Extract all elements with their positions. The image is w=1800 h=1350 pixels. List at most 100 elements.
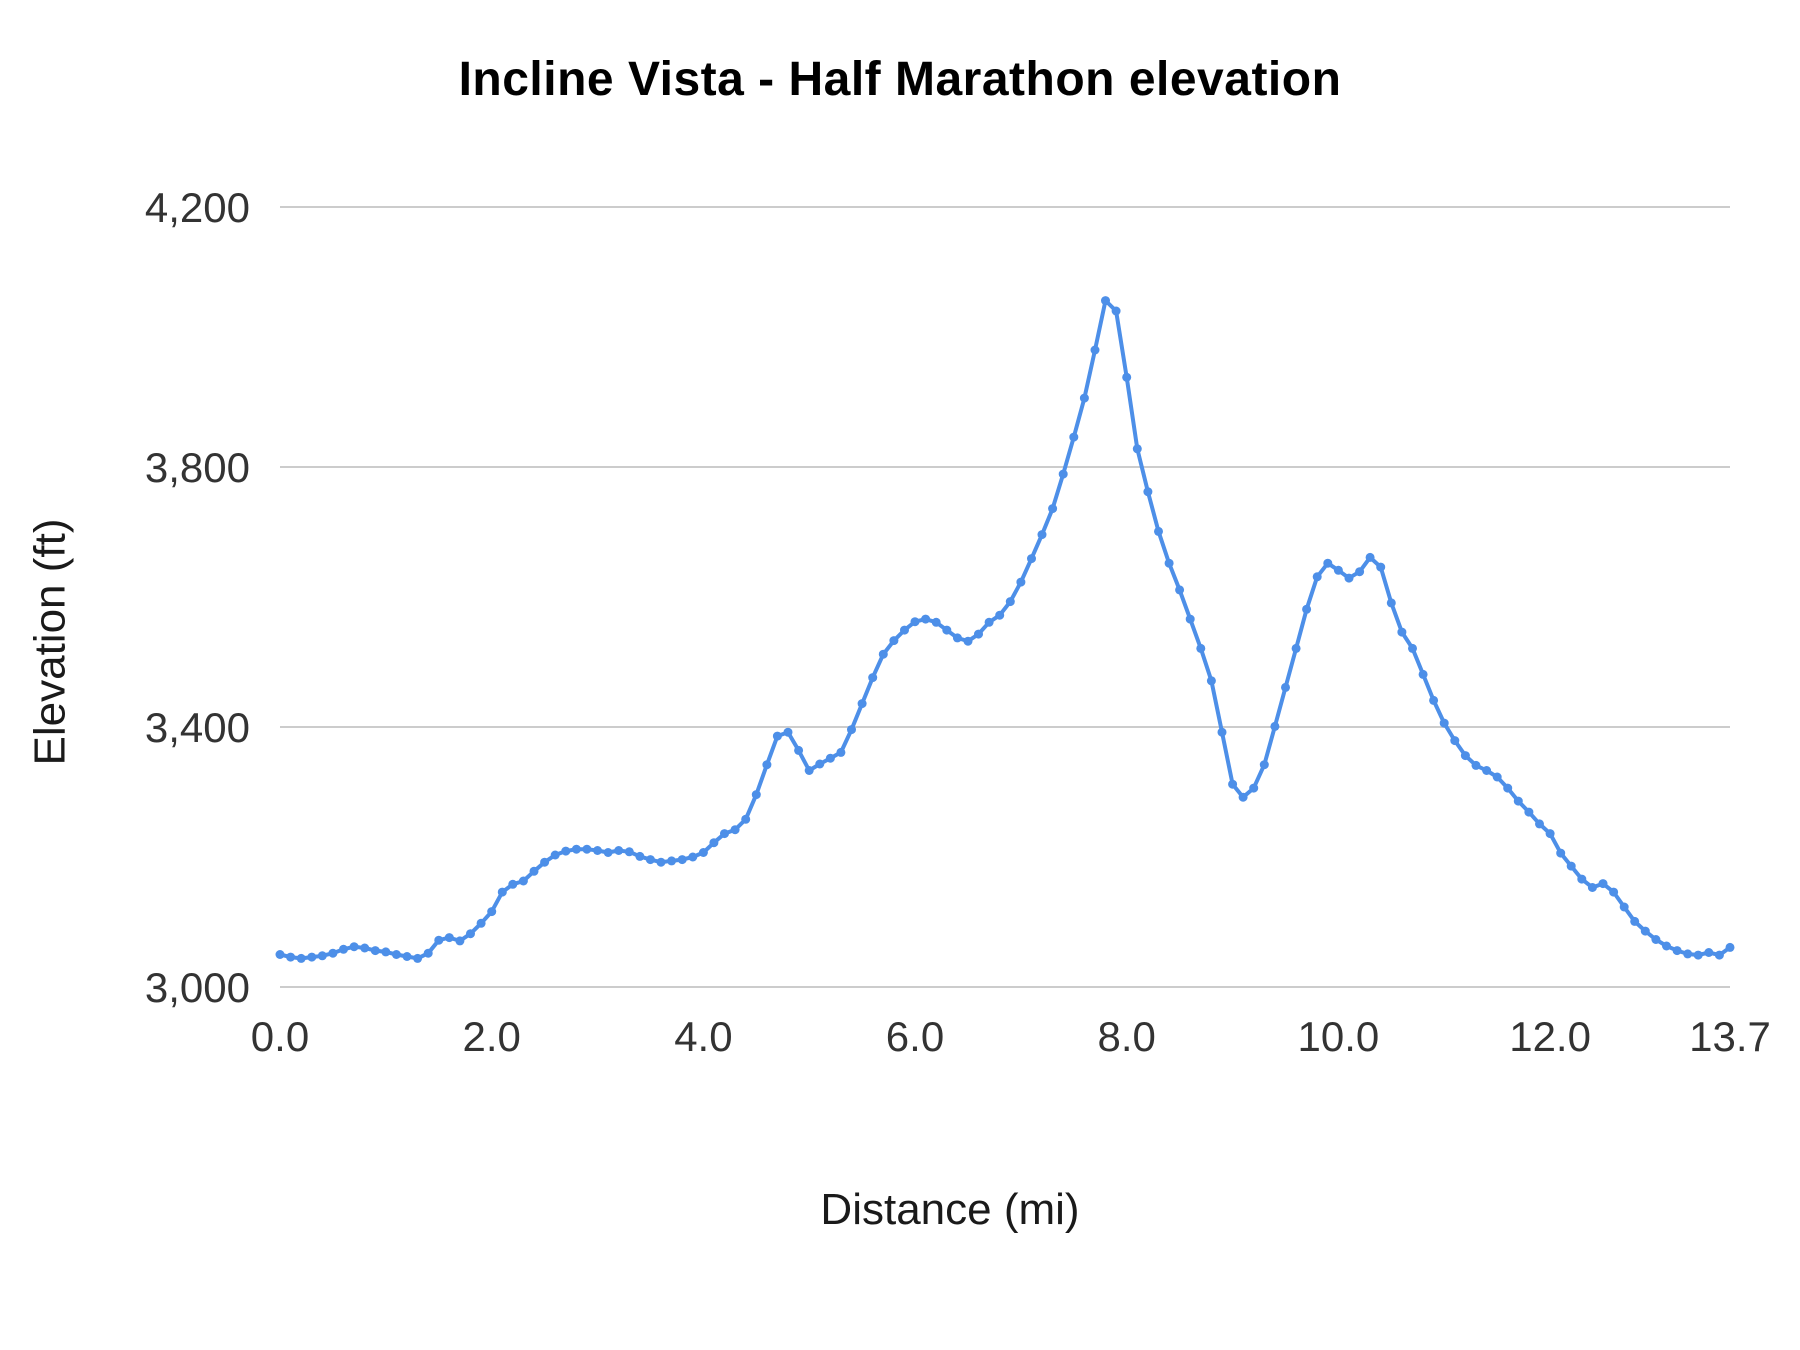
data-point xyxy=(836,747,846,757)
data-point xyxy=(1037,530,1047,540)
data-point xyxy=(1365,552,1375,562)
x-tick-label: 4.0 xyxy=(674,1013,732,1060)
data-point xyxy=(1630,916,1640,926)
data-point xyxy=(677,855,687,865)
data-point xyxy=(1429,695,1439,705)
data-point xyxy=(868,673,878,683)
data-point xyxy=(921,614,931,624)
data-point xyxy=(614,846,624,855)
data-point xyxy=(1683,949,1693,959)
y-tick-label: 3,800 xyxy=(145,444,250,491)
data-point xyxy=(720,829,729,839)
data-point xyxy=(1122,372,1132,382)
chart-title: Incline Vista - Half Marathon elevation xyxy=(458,53,1342,106)
data-point xyxy=(1238,792,1248,802)
data-point xyxy=(1270,721,1280,731)
data-point xyxy=(1566,861,1576,871)
data-point xyxy=(540,857,550,867)
data-point xyxy=(910,617,920,627)
data-point xyxy=(645,855,655,865)
data-point xyxy=(667,856,677,866)
data-point xyxy=(709,838,719,848)
data-point xyxy=(794,745,804,755)
data-point xyxy=(1524,807,1534,817)
data-point xyxy=(963,636,973,646)
data-point xyxy=(688,852,698,862)
data-point xyxy=(1386,598,1396,608)
data-point xyxy=(1408,643,1417,653)
data-point xyxy=(1196,643,1206,653)
data-point xyxy=(995,610,1005,620)
y-axis-label: Elevation (ft) xyxy=(25,518,75,766)
x-tick-label: 0.0 xyxy=(251,1013,309,1060)
data-point xyxy=(1228,779,1238,789)
x-tick-label: 13.7 xyxy=(1689,1013,1771,1060)
data-point xyxy=(889,636,899,646)
data-point xyxy=(1397,627,1407,637)
data-point xyxy=(1111,306,1121,316)
data-point xyxy=(762,760,772,770)
y-tick-label: 3,400 xyxy=(145,704,250,751)
data-point xyxy=(751,790,761,800)
data-point xyxy=(476,918,486,928)
data-point xyxy=(1058,469,1068,479)
data-point xyxy=(286,952,296,962)
data-point xyxy=(1259,760,1269,770)
data-point xyxy=(1492,772,1502,782)
elevation-chart: 3,000 3,400 3,800 4,200 0.0 2.0 4.0 6.0 8.0 10.0 1… xyxy=(145,184,1771,1060)
y-tick-label: 3,000 xyxy=(145,964,250,1011)
data-point xyxy=(593,846,602,855)
x-tick-label: 10.0 xyxy=(1298,1013,1380,1060)
data-point xyxy=(328,948,338,958)
data-point xyxy=(772,731,782,741)
data-point xyxy=(360,943,370,953)
data-point xyxy=(635,851,645,861)
data-point xyxy=(1482,766,1492,775)
data-point xyxy=(1027,554,1036,564)
x-tick-label: 8.0 xyxy=(1098,1013,1156,1060)
data-point xyxy=(1598,879,1608,889)
data-point xyxy=(571,844,581,854)
data-point xyxy=(815,759,825,769)
data-point xyxy=(275,950,285,959)
data-point xyxy=(1577,874,1587,884)
y-axis-label-box: Elevation (ft) xyxy=(0,137,100,1147)
data-point xyxy=(1344,573,1354,583)
data-point xyxy=(783,727,793,737)
data-point xyxy=(1545,829,1555,839)
data-point xyxy=(857,699,867,709)
x-tick-label: 2.0 xyxy=(463,1013,521,1060)
data-point xyxy=(1672,946,1682,956)
data-point xyxy=(942,625,952,635)
data-point xyxy=(1640,926,1650,936)
data-point xyxy=(698,848,708,857)
data-point xyxy=(656,857,666,867)
data-point xyxy=(1132,444,1142,454)
data-point xyxy=(1535,819,1544,829)
data-point xyxy=(1513,796,1523,806)
data-point xyxy=(1090,345,1100,355)
data-point xyxy=(900,625,909,635)
x-tick-label: 6.0 xyxy=(886,1013,944,1060)
data-point xyxy=(487,907,497,917)
data-point xyxy=(1048,504,1058,514)
data-point xyxy=(984,617,994,627)
data-point xyxy=(1450,736,1460,746)
data-point xyxy=(1154,526,1163,536)
x-tick-label: 12.0 xyxy=(1509,1013,1591,1060)
data-point xyxy=(444,933,454,943)
data-point xyxy=(1693,950,1703,960)
data-point xyxy=(550,850,560,860)
data-point xyxy=(317,951,327,961)
data-point xyxy=(370,946,380,956)
data-point xyxy=(741,814,751,824)
data-point xyxy=(847,725,856,735)
data-point xyxy=(1291,643,1301,653)
data-point xyxy=(307,952,317,962)
data-point xyxy=(1471,760,1481,770)
data-point xyxy=(825,753,835,763)
data-point xyxy=(455,936,465,946)
data-point xyxy=(931,617,941,627)
data-point xyxy=(529,866,539,876)
